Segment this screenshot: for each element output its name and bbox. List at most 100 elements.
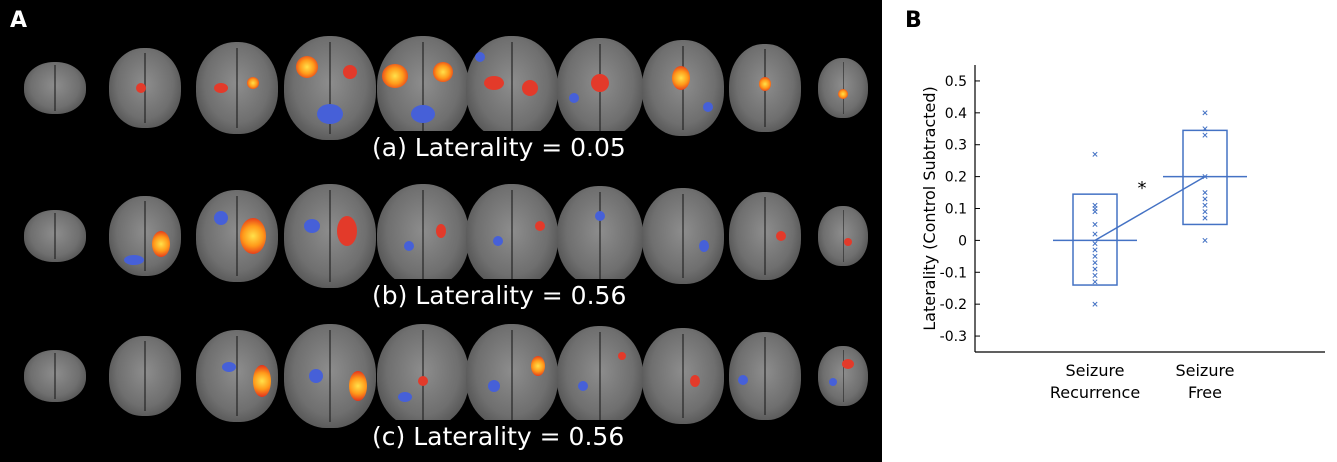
activation-blob	[252, 364, 271, 397]
x-tick-label: Free	[1188, 383, 1222, 402]
activation-blob	[213, 83, 228, 93]
activation-blob	[690, 374, 701, 387]
brain-slice	[729, 192, 801, 280]
brain-slice	[284, 36, 376, 140]
activation-blob	[343, 65, 358, 80]
brain-slice	[466, 324, 558, 428]
brain-slice	[818, 58, 868, 118]
activation-blob	[483, 75, 504, 90]
activation-blob	[534, 220, 545, 231]
activation-blob	[842, 359, 854, 369]
data-point	[1202, 209, 1208, 215]
data-point	[1202, 132, 1208, 138]
brain-slice	[377, 184, 469, 288]
brain-slice	[109, 48, 181, 128]
activation-blob	[738, 375, 749, 386]
y-tick-label: 0	[958, 233, 967, 249]
brain-slice	[466, 36, 558, 140]
activation-blob	[577, 381, 588, 391]
activation-blob	[698, 239, 709, 252]
activation-blob	[436, 223, 447, 238]
data-point	[1092, 151, 1098, 157]
activation-blob	[702, 102, 713, 113]
brain-slice	[466, 184, 558, 288]
activation-blob	[838, 89, 848, 99]
laterality-caption: (a) Laterality = 0.05	[362, 131, 636, 164]
data-point	[1202, 196, 1208, 202]
brain-slice	[377, 36, 469, 140]
activation-blob	[240, 218, 267, 254]
activation-blob	[303, 218, 320, 233]
data-point	[1202, 110, 1208, 116]
data-point	[1202, 202, 1208, 208]
data-point	[1202, 237, 1208, 243]
activation-blob	[309, 369, 324, 383]
brain-slice	[818, 346, 868, 406]
data-point	[1092, 301, 1098, 307]
activation-blob	[247, 77, 260, 90]
x-tick-label: Recurrence	[1050, 383, 1140, 402]
activation-blob	[474, 51, 485, 62]
mean-connector-line	[1094, 175, 1206, 242]
brain-slice	[729, 332, 801, 420]
significance-marker: *	[1138, 178, 1147, 199]
data-point	[1202, 190, 1208, 196]
data-point	[1092, 266, 1098, 272]
brain-slice	[196, 190, 278, 282]
group-box	[1072, 193, 1118, 286]
data-point	[1092, 221, 1098, 227]
y-tick-label: 0.1	[945, 202, 967, 218]
activation-blob	[213, 210, 228, 225]
brain-slice	[24, 210, 86, 262]
activation-blob	[124, 255, 145, 265]
laterality-box-chart: -0.3 -0.2 -0.1 0 0.1 0.2 0.3 0.4 0.5 Laterality (…	[920, 65, 1325, 402]
activation-blob	[397, 391, 412, 402]
activation-blob	[382, 63, 409, 88]
laterality-caption: (b) Laterality = 0.56	[362, 279, 637, 312]
panel-a-letter: A	[10, 8, 28, 33]
brain-slice	[557, 326, 643, 426]
laterality-chart-panel: B -0.3 -0.2 -0.1 0 0.1 0.2 0.3 0.4 0.5 Laterality…	[895, 0, 1337, 462]
brain-slice	[557, 38, 643, 138]
brain-slice	[284, 184, 376, 288]
panel-b-letter: B	[905, 8, 922, 33]
brain-slice	[729, 44, 801, 132]
activation-blob	[522, 80, 539, 96]
brain-slice	[284, 324, 376, 428]
data-point	[1092, 209, 1098, 215]
brain-slices-panel: A (a) Laterality = 0.05 (b) Laterality = …	[0, 0, 882, 462]
activation-blob	[530, 355, 545, 376]
activation-blob	[136, 83, 147, 93]
activation-blob	[591, 74, 609, 92]
activation-blob	[487, 380, 500, 393]
activation-blob	[336, 215, 357, 246]
activation-blob	[221, 361, 236, 372]
y-tick-label: -0.3	[940, 329, 967, 345]
data-point	[1202, 126, 1208, 132]
y-tick-label: 0.4	[945, 106, 967, 122]
brain-slice	[818, 206, 868, 266]
data-point	[1092, 260, 1098, 266]
data-point	[1092, 247, 1098, 253]
x-tick-label: Seizure	[1175, 361, 1234, 380]
activation-blob	[151, 231, 170, 257]
y-tick-label: 0.3	[945, 138, 967, 154]
activation-blob	[433, 62, 454, 83]
data-point	[1092, 253, 1098, 259]
brain-slice	[557, 186, 643, 286]
data-point	[1092, 241, 1098, 247]
activation-blob	[759, 76, 771, 91]
brain-slice	[642, 188, 724, 284]
laterality-caption: (c) Laterality = 0.56	[362, 420, 635, 453]
brain-slice	[109, 336, 181, 416]
activation-blob	[493, 236, 504, 247]
brain-slice	[24, 62, 86, 114]
activation-blob	[317, 104, 343, 124]
y-tick-label: 0.5	[945, 74, 967, 90]
brain-slice	[642, 328, 724, 424]
data-point	[1092, 279, 1098, 285]
brain-slice	[196, 42, 278, 134]
brain-slice	[109, 196, 181, 276]
y-tick-label: -0.1	[940, 265, 967, 281]
activation-blob	[595, 211, 605, 221]
